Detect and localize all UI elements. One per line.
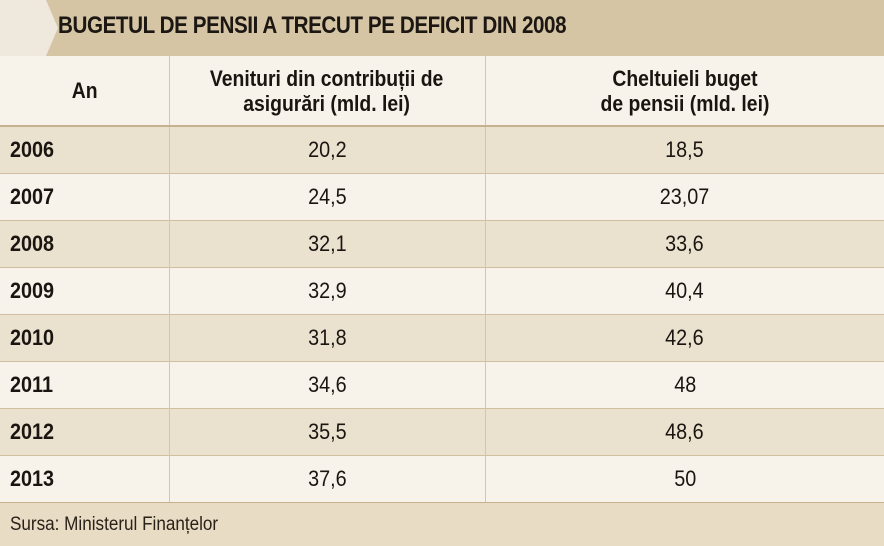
revenue-value: 34,6: [307, 371, 347, 397]
source-note: Sursa: Ministerul Finanțelor: [10, 514, 219, 535]
year-value: 2008: [10, 230, 55, 256]
year-value: 2007: [10, 183, 55, 209]
year-value: 2006: [10, 136, 55, 162]
year-value: 2012: [10, 418, 55, 444]
revenue-cell: 31,8: [168, 313, 485, 361]
revenue-cell: 34,6: [168, 360, 485, 408]
expense-value: 18,5: [665, 136, 705, 162]
column-header-expense-line1: Cheltuieli buget: [612, 65, 758, 91]
expense-cell: 18,5: [484, 125, 884, 173]
revenue-cell: 32,9: [168, 266, 485, 314]
year-value: 2011: [10, 371, 53, 397]
expense-value: 23,07: [659, 183, 710, 209]
header-row: An Venituri din contribuții de asigurări…: [0, 56, 884, 127]
revenue-cell: 35,5: [168, 407, 485, 455]
year-value: 2013: [10, 465, 55, 491]
title-arrow-icon: [0, 0, 58, 56]
year-cell: 2007: [0, 172, 169, 220]
revenue-cell: 20,2: [168, 125, 485, 173]
source-footer: Sursa: Ministerul Finanțelor: [0, 502, 884, 546]
column-header-year-label: An: [71, 78, 98, 103]
column-header-revenue-line2: asigurări (mld. lei): [243, 90, 411, 116]
expense-value: 48,6: [665, 418, 705, 444]
expense-value: 50: [673, 465, 696, 491]
expense-value: 33,6: [665, 230, 705, 256]
revenue-value: 31,8: [307, 324, 347, 350]
column-header-expense-line2: de pensii (mld. lei): [600, 90, 770, 116]
revenue-value: 32,9: [307, 277, 347, 303]
revenue-cell: 24,5: [168, 172, 485, 220]
revenue-cell: 37,6: [168, 454, 485, 502]
expense-cell: 23,07: [484, 172, 884, 220]
year-cell: 2006: [0, 125, 169, 173]
expense-cell: 33,6: [484, 219, 884, 267]
table-row: 2008 32,1 33,6: [0, 219, 884, 267]
table-row: 2006 20,2 18,5: [0, 125, 884, 173]
column-header-year: An: [0, 56, 169, 127]
revenue-value: 35,5: [307, 418, 347, 444]
expense-cell: 48: [484, 360, 884, 408]
expense-value: 42,6: [665, 324, 705, 350]
title-band: BUGETUL DE PENSII A TRECUT PE DEFICIT DI…: [0, 0, 884, 56]
year-cell: 2011: [0, 360, 169, 408]
year-cell: 2008: [0, 219, 169, 267]
year-value: 2010: [10, 324, 55, 350]
data-table: An Venituri din contribuții de asigurări…: [0, 56, 884, 502]
revenue-value: 37,6: [307, 465, 347, 491]
column-header-revenue-line1: Venituri din contribuții de: [210, 65, 444, 91]
table-row: 2010 31,8 42,6: [0, 313, 884, 361]
year-value: 2009: [10, 277, 55, 303]
year-cell: 2009: [0, 266, 169, 314]
expense-cell: 42,6: [484, 313, 884, 361]
expense-cell: 40,4: [484, 266, 884, 314]
expense-value: 48: [673, 371, 696, 397]
expense-cell: 48,6: [484, 407, 884, 455]
table-row: 2009 32,9 40,4: [0, 266, 884, 314]
year-cell: 2010: [0, 313, 169, 361]
table-row: 2013 37,6 50: [0, 454, 884, 502]
revenue-cell: 32,1: [168, 219, 485, 267]
revenue-value: 32,1: [307, 230, 347, 256]
table-row: 2011 34,6 48: [0, 360, 884, 408]
table-row: 2007 24,5 23,07: [0, 172, 884, 220]
table-row: 2012 35,5 48,6: [0, 407, 884, 455]
year-cell: 2012: [0, 407, 169, 455]
revenue-value: 24,5: [307, 183, 347, 209]
revenue-value: 20,2: [307, 136, 347, 162]
expense-cell: 50: [484, 454, 884, 502]
column-header-revenue: Venituri din contribuții de asigurări (m…: [168, 56, 485, 127]
chart-title: BUGETUL DE PENSII A TRECUT PE DEFICIT DI…: [58, 12, 567, 39]
column-header-expense: Cheltuieli buget de pensii (mld. lei): [484, 56, 884, 127]
year-cell: 2013: [0, 454, 169, 502]
expense-value: 40,4: [665, 277, 705, 303]
